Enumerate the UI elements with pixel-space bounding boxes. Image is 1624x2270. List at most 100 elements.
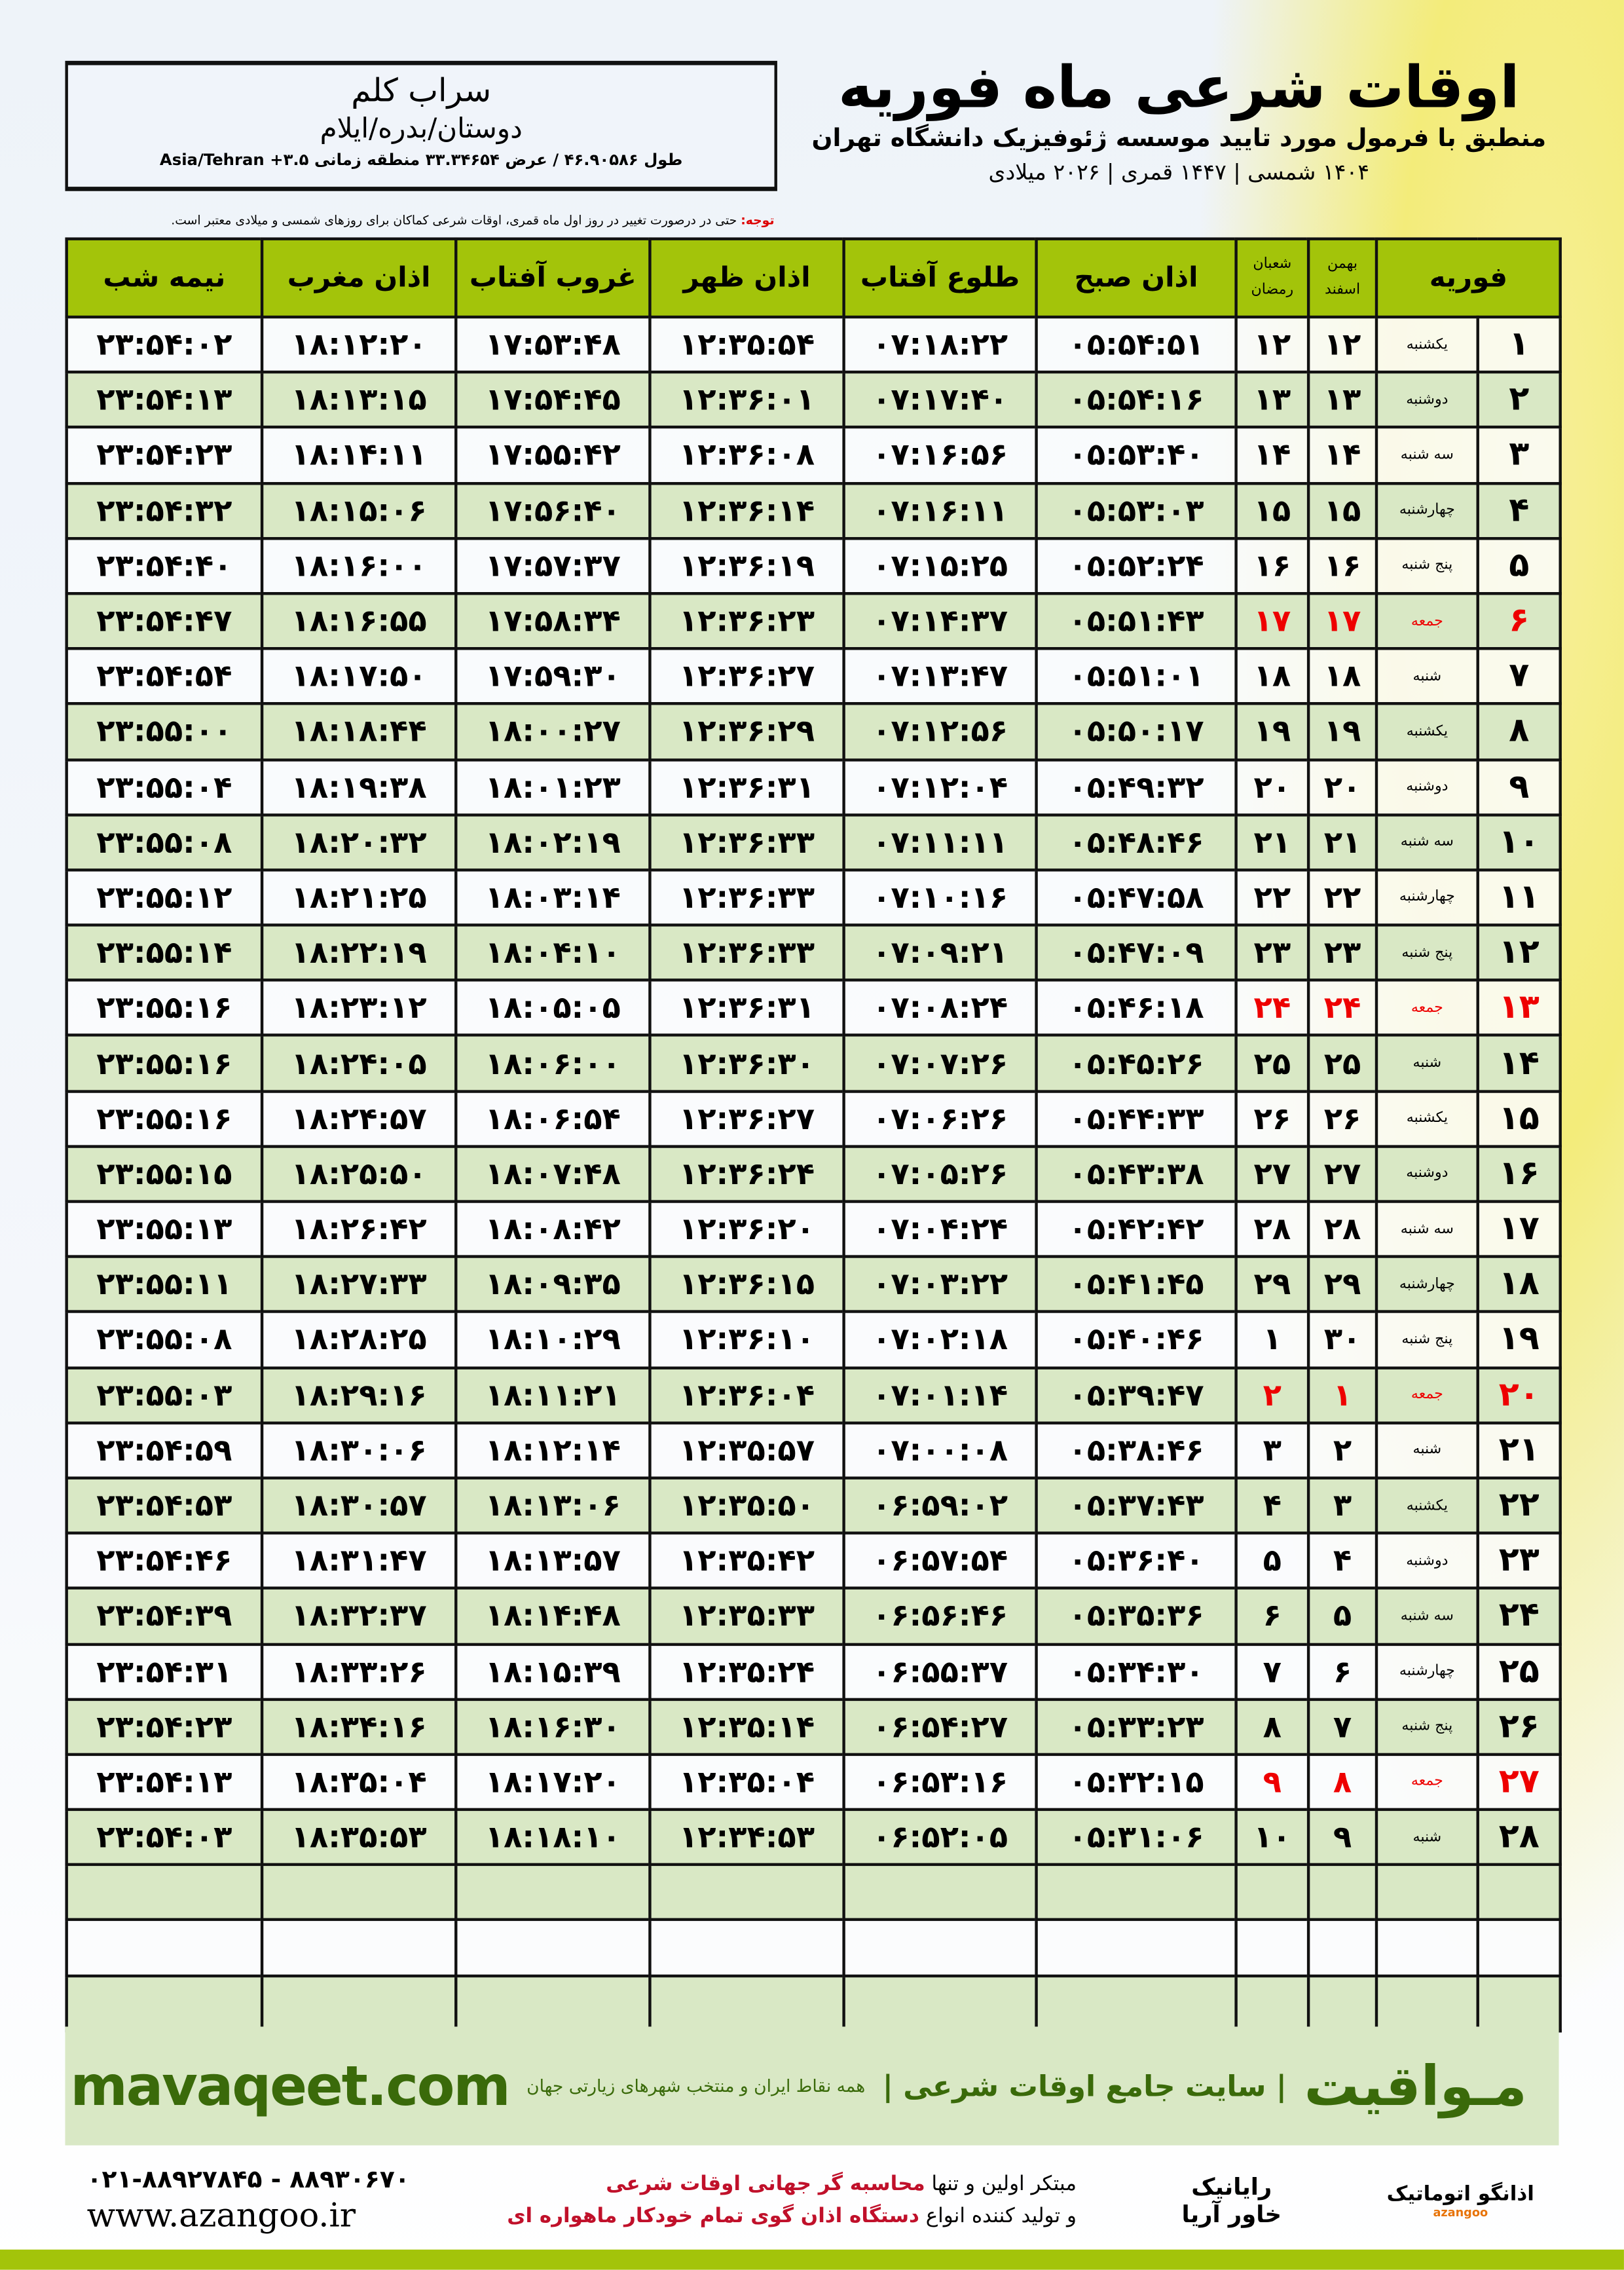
- day-number: ۲۳: [1476, 1531, 1562, 1590]
- ghurub-time: ۱۸:۱۰:۲۹: [454, 1311, 652, 1369]
- nimeshab-time: ۲۳:۵۵:۱۶: [65, 1089, 264, 1148]
- tolu-time: ۰۷:۱۰:۱۶: [842, 868, 1038, 927]
- nimeshab-time: ۲۳:۵۵:۱۵: [65, 1144, 264, 1203]
- subh-time: ۰۵:۵۳:۰۳: [1035, 481, 1238, 540]
- empty-cell: [1476, 1863, 1562, 1922]
- table-row: ۱۴ شنبه ۲۵ ۲۵ ۰۵:۴۵:۲۶ ۰۷:۰۷:۲۶ ۱۲:۳۶:۳۰ ۱۸:۰۶:…: [65, 1034, 1562, 1092]
- ghurub-time: ۱۸:۱۵:۳۹: [454, 1642, 652, 1701]
- ghurub-time: ۱۷:۵۸:۳۴: [454, 591, 652, 650]
- qamari-date: ۲۹: [1234, 1255, 1310, 1314]
- maghrib-time: ۱۸:۳۰:۵۷: [260, 1476, 458, 1535]
- table-row: ۲۲ یکشنبه ۳ ۴ ۰۵:۳۷:۴۳ ۰۶:۵۹:۰۲ ۱۲:۳۵:۵۰ ۱۸:۱۳:…: [65, 1476, 1562, 1535]
- empty-cell: [648, 1918, 845, 1977]
- nimeshab-time: ۲۳:۵۵:۱۶: [65, 1034, 264, 1092]
- zohr-time: ۱۲:۳۵:۵۰: [648, 1476, 845, 1535]
- zohr-time: ۱۲:۳۶:۱۵: [648, 1255, 845, 1314]
- note: توجه: حتی در درصورت تغییر در روز اول ماه…: [65, 214, 774, 229]
- subh-time: ۰۵:۳۲:۱۵: [1035, 1753, 1238, 1812]
- promo-line1: مبتکر اولین و تنها: [925, 2172, 1077, 2197]
- zohr-time: ۱۲:۳۶:۲۹: [648, 702, 845, 761]
- zohr-time: ۱۲:۳۶:۲۷: [648, 647, 845, 706]
- ghurub-time: ۱۸:۰۰:۲۷: [454, 702, 652, 761]
- empty-cell: [648, 1974, 845, 2032]
- zohr-time: ۱۲:۳۶:۱۴: [648, 481, 845, 540]
- qamari-date: ۴: [1234, 1476, 1310, 1535]
- ghurub-time: ۱۸:۰۴:۱۰: [454, 923, 652, 982]
- tolu-time: ۰۶:۵۶:۴۶: [842, 1587, 1038, 1646]
- day-number: ۱۷: [1476, 1200, 1562, 1259]
- nimeshab-time: ۲۳:۵۴:۰۲: [65, 315, 264, 374]
- day-number: ۱۳: [1476, 978, 1562, 1037]
- maghrib-time: ۱۸:۲۹:۱۶: [260, 1366, 458, 1424]
- zohr-time: ۱۲:۳۶:۲۴: [648, 1144, 845, 1203]
- empty-cell: [454, 1918, 652, 1977]
- empty-cell: [1234, 1863, 1310, 1922]
- qamari-date: ۶: [1234, 1587, 1310, 1646]
- subh-time: ۰۵:۳۵:۳۶: [1035, 1587, 1238, 1646]
- header-qamari: شعبان رمضان: [1234, 237, 1310, 319]
- page-title: اوقات شرعی ماه فوریه: [838, 54, 1520, 122]
- empty-cell: [65, 1974, 264, 2032]
- empty-cell: [65, 1918, 264, 1977]
- table-row: ۲۷ جمعه ۸ ۹ ۰۵:۳۲:۱۵ ۰۶:۵۳:۱۶ ۱۲:۳۵:۰۴ ۱۸:۱۷:۲۰…: [65, 1753, 1562, 1812]
- ghurub-time: ۱۸:۰۷:۴۸: [454, 1144, 652, 1203]
- tolu-time: ۰۷:۱۸:۲۲: [842, 315, 1038, 374]
- ghurub-time: ۱۷:۵۹:۳۰: [454, 647, 652, 706]
- page-header: اوقات شرعی ماه فوریه منطبق با فرمول مورد…: [806, 52, 1551, 187]
- site-link[interactable]: mavaqeet.com: [70, 2054, 510, 2118]
- weekday: پنج شنبه: [1375, 923, 1479, 982]
- subh-time: ۰۵:۳۶:۴۰: [1035, 1531, 1238, 1590]
- shamsi-date: ۵: [1306, 1587, 1378, 1646]
- tolu-time: ۰۷:۰۹:۲۱: [842, 923, 1038, 982]
- shamsi-date: ۱۶: [1306, 536, 1378, 595]
- tolu-time: ۰۷:۰۴:۲۴: [842, 1200, 1038, 1259]
- day-number: ۵: [1476, 536, 1562, 595]
- qamari-date: ۲: [1234, 1366, 1310, 1424]
- tolu-time: ۰۷:۰۲:۱۸: [842, 1311, 1038, 1369]
- shamsi-date: ۲۶: [1306, 1089, 1378, 1148]
- ghurub-time: ۱۷:۵۶:۴۰: [454, 481, 652, 540]
- tolu-time: ۰۷:۱۵:۲۵: [842, 536, 1038, 595]
- subh-time: ۰۵:۵۰:۱۷: [1035, 702, 1238, 761]
- ghurub-time: ۱۸:۱۱:۲۱: [454, 1366, 652, 1424]
- ghurub-time: ۱۸:۰۸:۴۲: [454, 1200, 652, 1259]
- nimeshab-time: ۲۳:۵۴:۵۴: [65, 647, 264, 706]
- nimeshab-time: ۲۳:۵۴:۳۱: [65, 1642, 264, 1701]
- phone-numbers: ۰۲۱-۸۸۹۲۷۸۴۵ - ۸۸۹۳۰۶۷۰: [86, 2165, 410, 2195]
- shamsi-date: ۳۰: [1306, 1311, 1378, 1369]
- zohr-time: ۱۲:۳۶:۲۰: [648, 1200, 845, 1259]
- website-link[interactable]: www.azangoo.ir: [86, 2197, 356, 2235]
- tolu-time: ۰۶:۵۳:۱۶: [842, 1753, 1038, 1812]
- maghrib-time: ۱۸:۲۷:۳۳: [260, 1255, 458, 1314]
- ghurub-time: ۱۷:۵۵:۴۲: [454, 426, 652, 485]
- bottom-section: اذانگو اتوماتیک azangoo رایانیک خاور آریا…: [87, 2157, 1534, 2244]
- contact-block: ۰۲۱-۸۸۹۲۷۸۴۵ - ۸۸۹۳۰۶۷۰ www.azangoo.ir: [87, 2164, 410, 2237]
- zohr-time: ۱۲:۳۶:۰۴: [648, 1366, 845, 1424]
- empty-cell: [1375, 1974, 1479, 2032]
- maghrib-time: ۱۸:۱۶:۰۰: [260, 536, 458, 595]
- nimeshab-time: ۲۳:۵۵:۰۸: [65, 813, 264, 872]
- ghurub-time: ۱۷:۵۴:۴۵: [454, 371, 652, 430]
- zohr-time: ۱۲:۳۵:۵۷: [648, 1421, 845, 1479]
- weekday: یکشنبه: [1375, 315, 1479, 374]
- qamari-date: ۱۹: [1234, 702, 1310, 761]
- ghurub-time: ۱۸:۰۶:۵۴: [454, 1089, 652, 1148]
- nimeshab-time: ۲۳:۵۵:۱۱: [65, 1255, 264, 1314]
- day-number: ۲۸: [1476, 1808, 1562, 1867]
- empty-row: [65, 1974, 1562, 2032]
- zohr-time: ۱۲:۳۶:۳۳: [648, 923, 845, 982]
- ghurub-time: ۱۸:۰۳:۱۴: [454, 868, 652, 927]
- shamsi-date: ۲۰: [1306, 758, 1378, 816]
- zohr-time: ۱۲:۳۶:۲۷: [648, 1089, 845, 1148]
- azangoo-logo-text: اذانگو اتوماتیک: [1386, 2182, 1534, 2206]
- ghurub-time: ۱۸:۱۷:۲۰: [454, 1753, 652, 1812]
- day-number: ۱۴: [1476, 1034, 1562, 1092]
- shamsi-date: ۲۲: [1306, 868, 1378, 927]
- nimeshab-time: ۲۳:۵۴:۲۳: [65, 1697, 264, 1756]
- zohr-time: ۱۲:۳۵:۰۴: [648, 1753, 845, 1812]
- prayer-times-table: فوریه بهمن اسفند شعبان رمضان اذان صبح طلوع…: [65, 237, 1562, 2032]
- nimeshab-time: ۲۳:۵۵:۰۸: [65, 1311, 264, 1369]
- promo-line2-highlight: دستگاه اذان گوی تمام خودکار ماهواره ای: [507, 2205, 919, 2228]
- weekday: شنبه: [1375, 1808, 1479, 1867]
- qamari-date: ۵: [1234, 1531, 1310, 1590]
